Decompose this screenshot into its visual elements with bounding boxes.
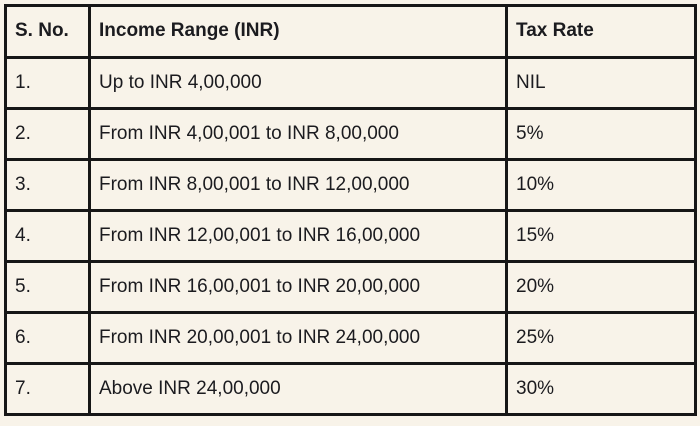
cell-serial-number: 3. (4, 158, 91, 212)
cell-income-range: From INR 8,00,001 to INR 12,00,000 (88, 158, 508, 212)
cell-serial-number: 7. (4, 362, 91, 416)
cell-income-range: From INR 20,00,001 to INR 24,00,000 (88, 311, 508, 365)
cell-tax-rate: 15% (505, 209, 697, 263)
cell-income-range: From INR 16,00,001 to INR 20,00,000 (88, 260, 508, 314)
cell-serial-number: 6. (4, 311, 91, 365)
table-row: 5. From INR 16,00,001 to INR 20,00,000 2… (4, 260, 697, 314)
cell-serial-number: 1. (4, 56, 91, 110)
cell-tax-rate: NIL (505, 56, 697, 110)
income-tax-slab-table: S. No. Income Range (INR) Tax Rate 1. Up… (4, 4, 697, 416)
table-row: 1. Up to INR 4,00,000 NIL (4, 56, 697, 110)
cell-tax-rate: 30% (505, 362, 697, 416)
header-serial-number: S. No. (4, 4, 91, 59)
cell-serial-number: 4. (4, 209, 91, 263)
cell-serial-number: 5. (4, 260, 91, 314)
table-row: 2. From INR 4,00,001 to INR 8,00,000 5% (4, 107, 697, 161)
header-tax-rate: Tax Rate (505, 4, 697, 59)
cell-income-range: From INR 12,00,001 to INR 16,00,000 (88, 209, 508, 263)
table-row: 3. From INR 8,00,001 to INR 12,00,000 10… (4, 158, 697, 212)
cell-serial-number: 2. (4, 107, 91, 161)
cell-tax-rate: 20% (505, 260, 697, 314)
table-row: 4. From INR 12,00,001 to INR 16,00,000 1… (4, 209, 697, 263)
document-page: S. No. Income Range (INR) Tax Rate 1. Up… (4, 4, 697, 416)
table-body: 1. Up to INR 4,00,000 NIL 2. From INR 4,… (4, 56, 697, 416)
table-row: 7. Above INR 24,00,000 30% (4, 362, 697, 416)
table-row: 6. From INR 20,00,001 to INR 24,00,000 2… (4, 311, 697, 365)
cell-income-range: Up to INR 4,00,000 (88, 56, 508, 110)
table-header-row: S. No. Income Range (INR) Tax Rate (4, 4, 697, 59)
cell-income-range: From INR 4,00,001 to INR 8,00,000 (88, 107, 508, 161)
cell-income-range: Above INR 24,00,000 (88, 362, 508, 416)
cell-tax-rate: 25% (505, 311, 697, 365)
header-income-range: Income Range (INR) (88, 4, 508, 59)
cell-tax-rate: 5% (505, 107, 697, 161)
cell-tax-rate: 10% (505, 158, 697, 212)
